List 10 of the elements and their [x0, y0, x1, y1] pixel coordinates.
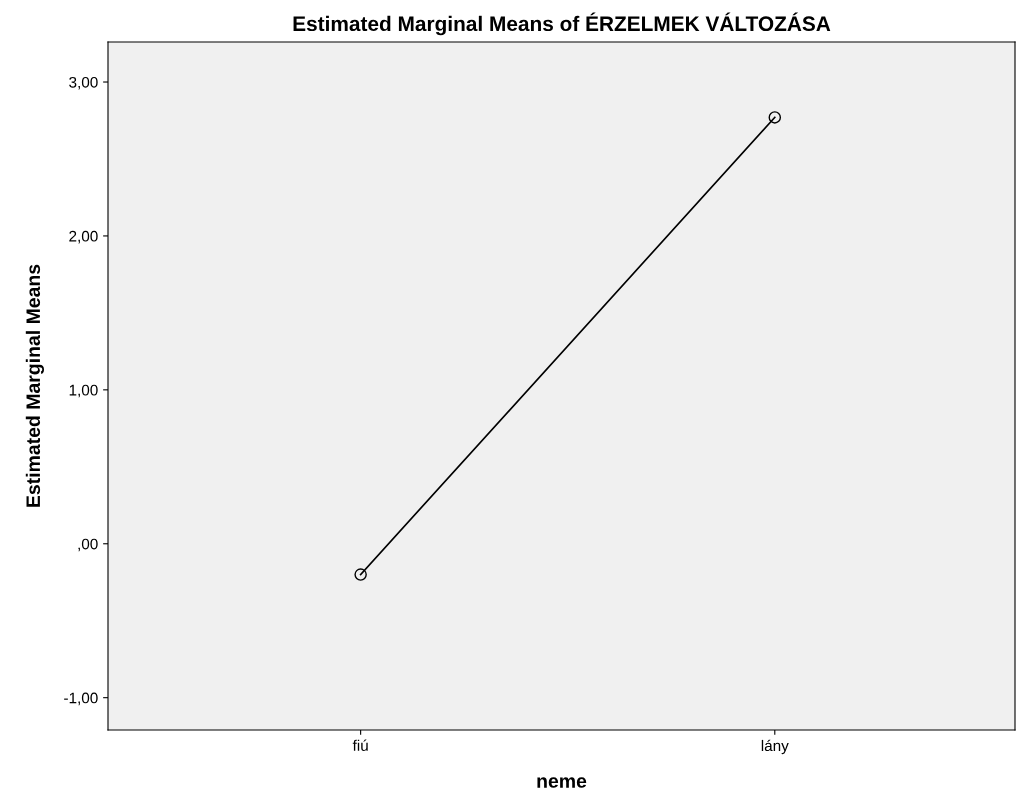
y-tick-label: 3,00 [69, 76, 98, 90]
y-axis-title: Estimated Marginal Means [25, 264, 45, 507]
x-tick-label: lány [761, 739, 789, 755]
y-tick-label: -1,00 [64, 692, 98, 706]
x-tick-label: fiú [352, 739, 368, 751]
x-axis-title: neme [537, 777, 587, 788]
y-tick-label: ,00 [78, 538, 98, 552]
chart-title: Estimated Marginal Means of ÉRZELMEK VÁLTOZÁSA [293, 12, 831, 36]
y-tick-label: 1,00 [69, 384, 98, 398]
y-tick-label: 2,00 [69, 230, 98, 244]
